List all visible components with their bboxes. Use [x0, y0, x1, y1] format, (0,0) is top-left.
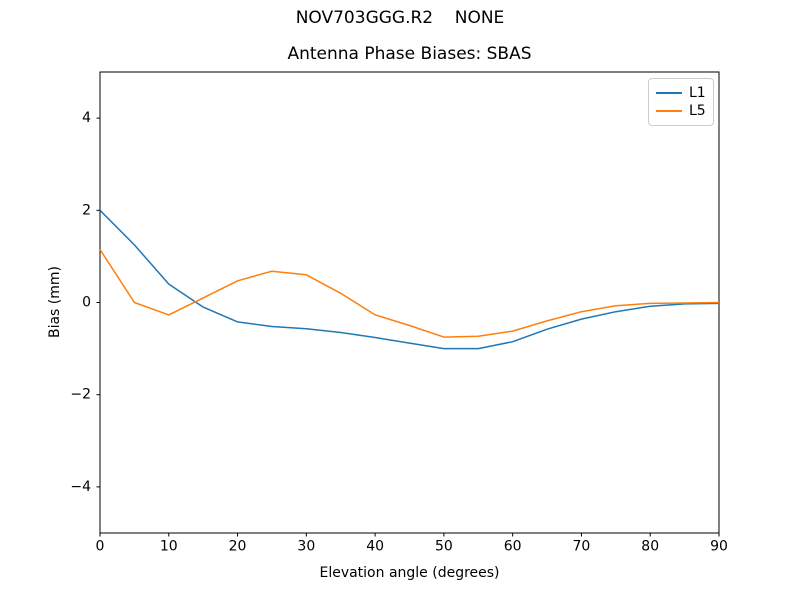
legend-label-l5: L5 [689, 103, 706, 119]
y-tick-label: −2 [70, 387, 91, 403]
figure-title: NOV703GGG.R2 NONE [295, 8, 505, 28]
x-tick-label: 90 [710, 539, 728, 555]
x-axis-label: Elevation angle (degrees) [319, 565, 500, 581]
x-tick-label: 60 [504, 539, 522, 555]
l1-line-swatch [656, 92, 682, 94]
x-tick-label: 80 [641, 539, 659, 555]
x-tick-label: 10 [160, 539, 178, 555]
x-tick-label: 50 [435, 539, 453, 555]
x-tick-label: 20 [229, 539, 247, 555]
legend-item-l5: L5 [656, 102, 706, 120]
x-tick-label: 40 [366, 539, 384, 555]
y-tick-label: 0 [82, 295, 91, 311]
x-tick-label: 70 [573, 539, 591, 555]
axes-title: Antenna Phase Biases: SBAS [287, 44, 532, 64]
y-tick-label: −4 [70, 479, 91, 495]
x-tick-label: 0 [96, 539, 105, 555]
series-line-l1 [99, 209, 720, 350]
legend-item-l1: L1 [656, 84, 706, 102]
legend-label-l1: L1 [689, 85, 706, 101]
y-tick-label: 2 [82, 202, 91, 218]
legend: L1 L5 [648, 78, 714, 126]
l5-line-swatch [656, 110, 682, 112]
x-tick-label: 30 [297, 539, 315, 555]
y-tick-label: 4 [82, 110, 91, 126]
series-line-l5 [99, 249, 720, 338]
